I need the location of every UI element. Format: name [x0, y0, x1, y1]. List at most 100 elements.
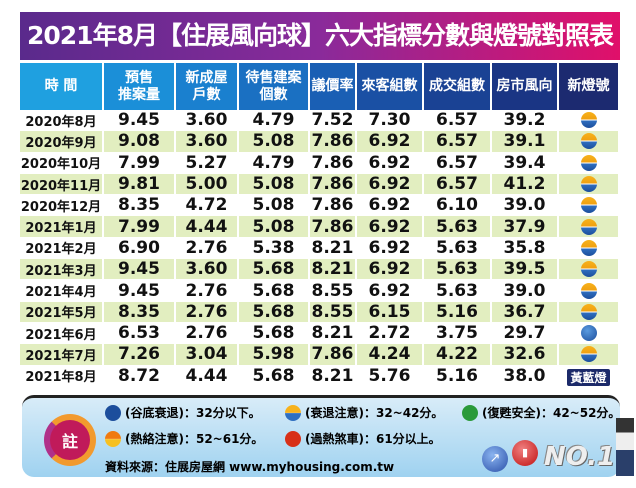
- legend-item: (熱絡注意)：52~61分。: [105, 430, 263, 447]
- score-cell: 5.00: [176, 173, 237, 195]
- score-cell: 6.92: [357, 131, 422, 152]
- score-cell: 6.92: [368, 237, 411, 258]
- score-cell: 9.45: [118, 110, 160, 131]
- table-row: 2020年8月 9.45 3.60 4.79 7.52 7.30 6.57 39.2: [20, 110, 620, 131]
- score-cell: 5.08: [239, 173, 308, 195]
- score-cell: 4.22: [424, 344, 490, 365]
- table-row: 2021年1月 7.99 4.44 5.08 7.86 6.92 5.63 37.9: [20, 216, 620, 237]
- legend-item: (復甦安全)：42~52分。: [462, 404, 620, 421]
- legend-item: (過熱煞車)：61分以上。: [285, 430, 441, 447]
- score-cell: 5.08: [239, 131, 308, 152]
- table-row: 2021年6月 6.53 2.76 5.68 8.21 2.72 3.75 29.7: [20, 323, 620, 344]
- person-reading-icon: [616, 418, 634, 476]
- score-cell: 6.53: [118, 323, 160, 344]
- score-cell: 6.92: [368, 152, 411, 173]
- date-cell: 2020年12月: [20, 199, 102, 215]
- date-cell: 2020年9月: [20, 131, 102, 152]
- score-cell: 8.21: [311, 365, 354, 386]
- score-cell: 2.72: [368, 323, 411, 344]
- lamp-cell: [559, 238, 618, 258]
- score-cell: 32.6: [492, 344, 557, 365]
- score-cell: 7.86: [311, 152, 354, 173]
- score-cell: 7.86: [311, 195, 354, 216]
- score-cell: 8.72: [118, 365, 160, 386]
- legend-label: (熱絡注意)：52~61分。: [125, 432, 264, 446]
- table-row: 2021年5月 8.35 2.76 5.68 8.55 6.15 5.16 36.7: [20, 301, 620, 323]
- score-cell: 8.35: [104, 301, 174, 322]
- table-row: 2020年11月 9.81 5.00 5.08 7.86 6.92 6.57 41.2: [20, 173, 620, 195]
- score-cell: 35.8: [503, 237, 546, 258]
- date-cell: 2021年5月: [20, 301, 102, 322]
- score-table: 時 間預售 推案量 新成屋 戶數 待售建案 個數 議價率 來客組數 成交組數 房市風向 新燈號…: [20, 63, 620, 387]
- score-cell: 8.35: [118, 195, 160, 216]
- date-cell: 2021年1月: [20, 216, 102, 237]
- column-header: 房市風向: [492, 63, 557, 110]
- lamp-cell: [559, 280, 618, 300]
- legend-label: (復甦安全)：42~52分。: [482, 406, 621, 420]
- score-cell: 2.76: [185, 323, 228, 344]
- score-cell: 4.44: [185, 365, 228, 386]
- score-cell: 5.38: [252, 237, 295, 258]
- date-cell: 2021年8月: [25, 370, 97, 386]
- legend-label: (衰退注意)：32~42分。: [305, 406, 444, 420]
- score-cell: 4.72: [185, 195, 228, 216]
- lamp-icon: [462, 404, 478, 421]
- date-cell: 2021年6月: [25, 327, 97, 343]
- score-cell: 4.79: [252, 152, 295, 173]
- score-cell: 8.55: [311, 280, 354, 301]
- lamp-cell: 黃藍燈: [559, 366, 618, 387]
- lamp-cell: [559, 323, 618, 343]
- logo-text: NO.1: [544, 442, 616, 472]
- yellow-blue-lamp-icon: [580, 112, 597, 129]
- score-cell: 7.99: [104, 216, 174, 237]
- yellow-blue-lamp-icon: [580, 239, 597, 256]
- bar-chart-icon: ▮: [512, 440, 538, 466]
- score-cell: 5.16: [436, 365, 478, 386]
- score-cell: 9.45: [118, 280, 160, 301]
- score-cell: 5.63: [424, 259, 490, 280]
- lamp-icon: [285, 430, 301, 447]
- score-cell: 5.63: [436, 237, 478, 258]
- score-cell: 4.24: [357, 344, 422, 365]
- score-cell: 6.57: [436, 110, 478, 131]
- lamp-cell: [559, 259, 618, 280]
- score-cell: 5.08: [252, 195, 295, 216]
- score-cell: 6.15: [357, 301, 422, 322]
- score-cell: 39.0: [503, 280, 546, 301]
- yellow-blue-lamp-icon: [580, 303, 597, 320]
- score-cell: 6.57: [424, 131, 490, 152]
- table-row: 2021年3月 9.45 3.60 5.68 8.21 6.92 5.63 39.5: [20, 259, 620, 280]
- score-cell: 36.7: [492, 301, 557, 322]
- score-cell: 3.60: [185, 110, 228, 131]
- lamp-cell: [559, 173, 618, 195]
- score-cell: 8.21: [311, 323, 354, 344]
- score-cell: 39.5: [492, 259, 557, 280]
- column-header: 成交組數: [424, 63, 490, 110]
- lamp-icon: [285, 404, 301, 421]
- yellow-blue-lamp-icon: [580, 346, 597, 363]
- score-cell: 9.45: [104, 259, 174, 280]
- score-cell: 7.86: [310, 173, 355, 195]
- lamp-cell: [559, 344, 618, 365]
- score-cell: 7.99: [118, 152, 160, 173]
- yellow-blue-lamp-icon: [580, 261, 597, 278]
- score-cell: 9.08: [104, 131, 174, 152]
- score-cell: 8.21: [310, 259, 355, 280]
- lamp-cell: [559, 153, 618, 173]
- score-cell: 5.76: [368, 365, 411, 386]
- legend-label: (谷底衰退)：32分以下。: [125, 406, 261, 420]
- lamp-cell: [559, 131, 618, 152]
- score-cell: 8.21: [311, 237, 354, 258]
- table-row: 2021年8月 8.72 4.44 5.68 8.21 5.76 5.16 38.0 黃藍燈: [20, 366, 620, 387]
- score-cell: 3.60: [176, 131, 237, 152]
- date-cell: 2021年4月: [25, 285, 97, 301]
- score-cell: 6.10: [436, 195, 478, 216]
- score-cell: 7.30: [368, 110, 411, 131]
- score-cell: 37.9: [492, 216, 557, 237]
- legend-panel: 註 (谷底衰退)：32分以下。 (衰退注意)：32~42分。 (復甦安全)：42~5…: [22, 395, 634, 477]
- score-cell: 38.0: [503, 365, 546, 386]
- current-lamp-label: 黃藍燈: [566, 367, 611, 387]
- score-cell: 3.75: [436, 323, 478, 344]
- score-cell: 5.68: [239, 259, 308, 280]
- table-row: 2020年12月 8.35 4.72 5.08 7.86 6.92 6.10 39.0: [20, 195, 620, 216]
